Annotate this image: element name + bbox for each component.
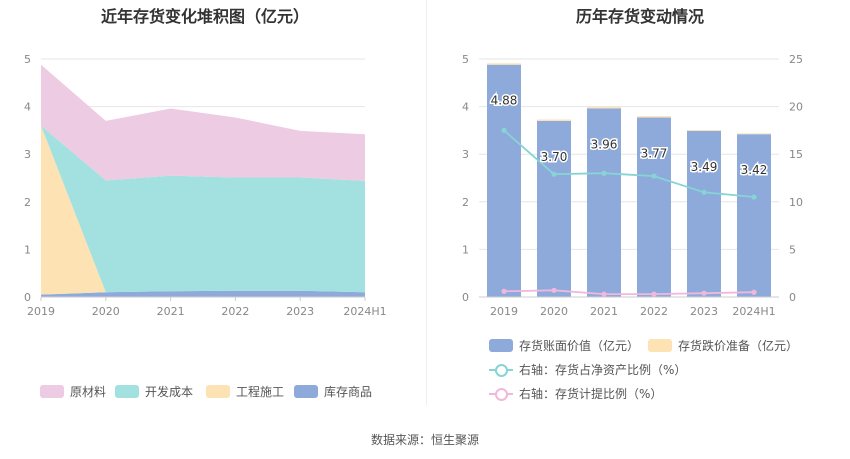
x-tick-label: 2019 [27,305,55,318]
y2-tick-label: 25 [789,53,803,66]
point-右轴：存货占净资产比例（%） [701,189,707,195]
x-tick-label: 2023 [286,305,314,318]
area-开发成本 [41,125,365,293]
area-库存商品 [41,290,365,297]
x-tick-label: 2020 [92,305,120,318]
x-tick-label: 2021 [590,305,618,318]
y2-tick-label: 10 [789,196,803,209]
legend-item-存货跌价准备（亿元）[interactable]: 存货跌价准备（亿元） [648,337,798,354]
y-tick-label: 5 [462,53,469,66]
legend-label: 库存商品 [324,385,373,399]
point-右轴：存货计提比例（%） [701,290,707,296]
legend-item-原材料[interactable]: 原材料 [40,383,106,400]
point-右轴：存货占净资产比例（%） [651,173,657,179]
legend-swatch [40,385,64,398]
legend-item-右轴：存货计提比例（%）[interactable]: 右轴：存货计提比例（%） [489,385,662,402]
legend-item-库存商品[interactable]: 库存商品 [294,383,372,400]
bar-存货跌价准备（亿元） [637,116,671,118]
legend-swatch [489,339,513,352]
legend-swatch [648,339,672,352]
point-右轴：存货占净资产比例（%） [751,194,757,200]
line-右轴：存货计提比例（%） [503,289,755,296]
data-source: 数据来源：恒生聚源 [370,433,479,447]
x-tick-label: 2021 [157,305,185,318]
x-tick-label: 2024H1 [732,305,775,318]
y-tick-label: 1 [24,243,31,256]
left-chart-title: 近年存货变化堆积图（亿元） [100,7,309,26]
y-tick-label: 0 [462,291,469,304]
bar-存货账面价值（亿元） [687,130,721,297]
y2-tick-label: 20 [789,101,803,114]
legend-label: 原材料 [70,385,107,399]
x-tick-label: 2023 [690,305,718,318]
bar-data-label: 3.77 [641,147,668,161]
legend-swatch [294,385,318,398]
point-右轴：存货占净资产比例（%） [501,127,507,133]
y-tick-label: 4 [462,101,469,114]
legend-label: 右轴：存货计提比例（%） [519,387,663,401]
bar-data-label: 3.96 [591,138,618,152]
bar-line-chart: 0 1 2 3 4 5 0 5 10 15 20 25 2019 2020 2021 2022 2023 2024… [462,53,803,318]
chart-divider [426,0,427,405]
point-右轴：存货计提比例（%） [601,291,607,297]
bar-data-label: 3.70 [541,150,568,164]
stacked-area-chart: 0 1 2 3 4 5 2019 2020 2021 2022 2023 2024H1 [24,53,387,318]
y-tick-label: 1 [462,243,469,256]
y2-tick-label: 0 [789,291,796,304]
legend-label: 工程施工 [236,385,285,399]
legend-label: 存货账面价值（亿元） [519,339,640,353]
legend-item-工程施工[interactable]: 工程施工 [206,383,284,400]
legend-swatch [206,385,230,398]
legend-label: 存货跌价准备（亿元） [678,339,799,353]
area-工程施工 [41,125,365,295]
right-chart-title: 历年存货变动情况 [575,7,704,26]
x-tick-label: 2024H1 [343,305,386,318]
bar-data-label: 3.42 [741,163,768,177]
bar-data-label: 3.49 [691,160,718,174]
point-右轴：存货计提比例（%） [751,289,757,295]
x-tick-label: 2019 [490,305,518,318]
y-tick-label: 2 [24,196,31,209]
legend-line-marker [489,363,513,377]
legend-label: 右轴：存货占净资产比例（%） [519,363,687,377]
point-右轴：存货占净资产比例（%） [601,170,607,176]
legend-swatch [115,385,139,398]
legend-item-开发成本[interactable]: 开发成本 [115,383,193,400]
x-tick-label: 2022 [221,305,249,318]
y-tick-label: 3 [24,148,31,161]
legend-item-右轴：存货占净资产比例（%）[interactable]: 右轴：存货占净资产比例（%） [489,361,686,378]
point-右轴：存货计提比例（%） [501,288,507,294]
bar-存货账面价值（亿元） [637,117,671,297]
area-原材料 [41,64,365,181]
y2-tick-label: 15 [789,148,803,161]
bar-data-label: 4.88 [491,94,518,108]
bar-存货跌价准备（亿元） [737,133,771,135]
legend-item-存货账面价值（亿元）[interactable]: 存货账面价值（亿元） [489,337,639,354]
point-右轴：存货占净资产比例（%） [551,171,557,177]
bar-存货账面价值（亿元） [587,108,621,297]
line-右轴：存货占净资产比例（%） [503,129,755,198]
y-tick-label: 5 [24,53,31,66]
x-tick-label: 2022 [640,305,668,318]
bar-存货跌价准备（亿元） [537,119,571,121]
point-右轴：存货计提比例（%） [651,291,657,297]
x-tick-label: 2020 [540,305,568,318]
y-tick-label: 0 [24,291,31,304]
bar-存货账面价值（亿元） [537,120,571,297]
y-tick-label: 4 [24,101,31,114]
bar-存货跌价准备（亿元） [687,129,721,131]
bar-存货跌价准备（亿元） [587,107,621,109]
bar-存货账面价值（亿元） [487,64,521,297]
legend-line-marker [489,387,513,401]
legend-label: 开发成本 [145,385,194,399]
y2-tick-label: 5 [789,243,796,256]
bar-存货跌价准备（亿元） [487,63,521,65]
y-tick-label: 2 [462,196,469,209]
point-右轴：存货计提比例（%） [551,287,557,293]
y-tick-label: 3 [462,148,469,161]
bar-存货账面价值（亿元） [737,134,771,297]
